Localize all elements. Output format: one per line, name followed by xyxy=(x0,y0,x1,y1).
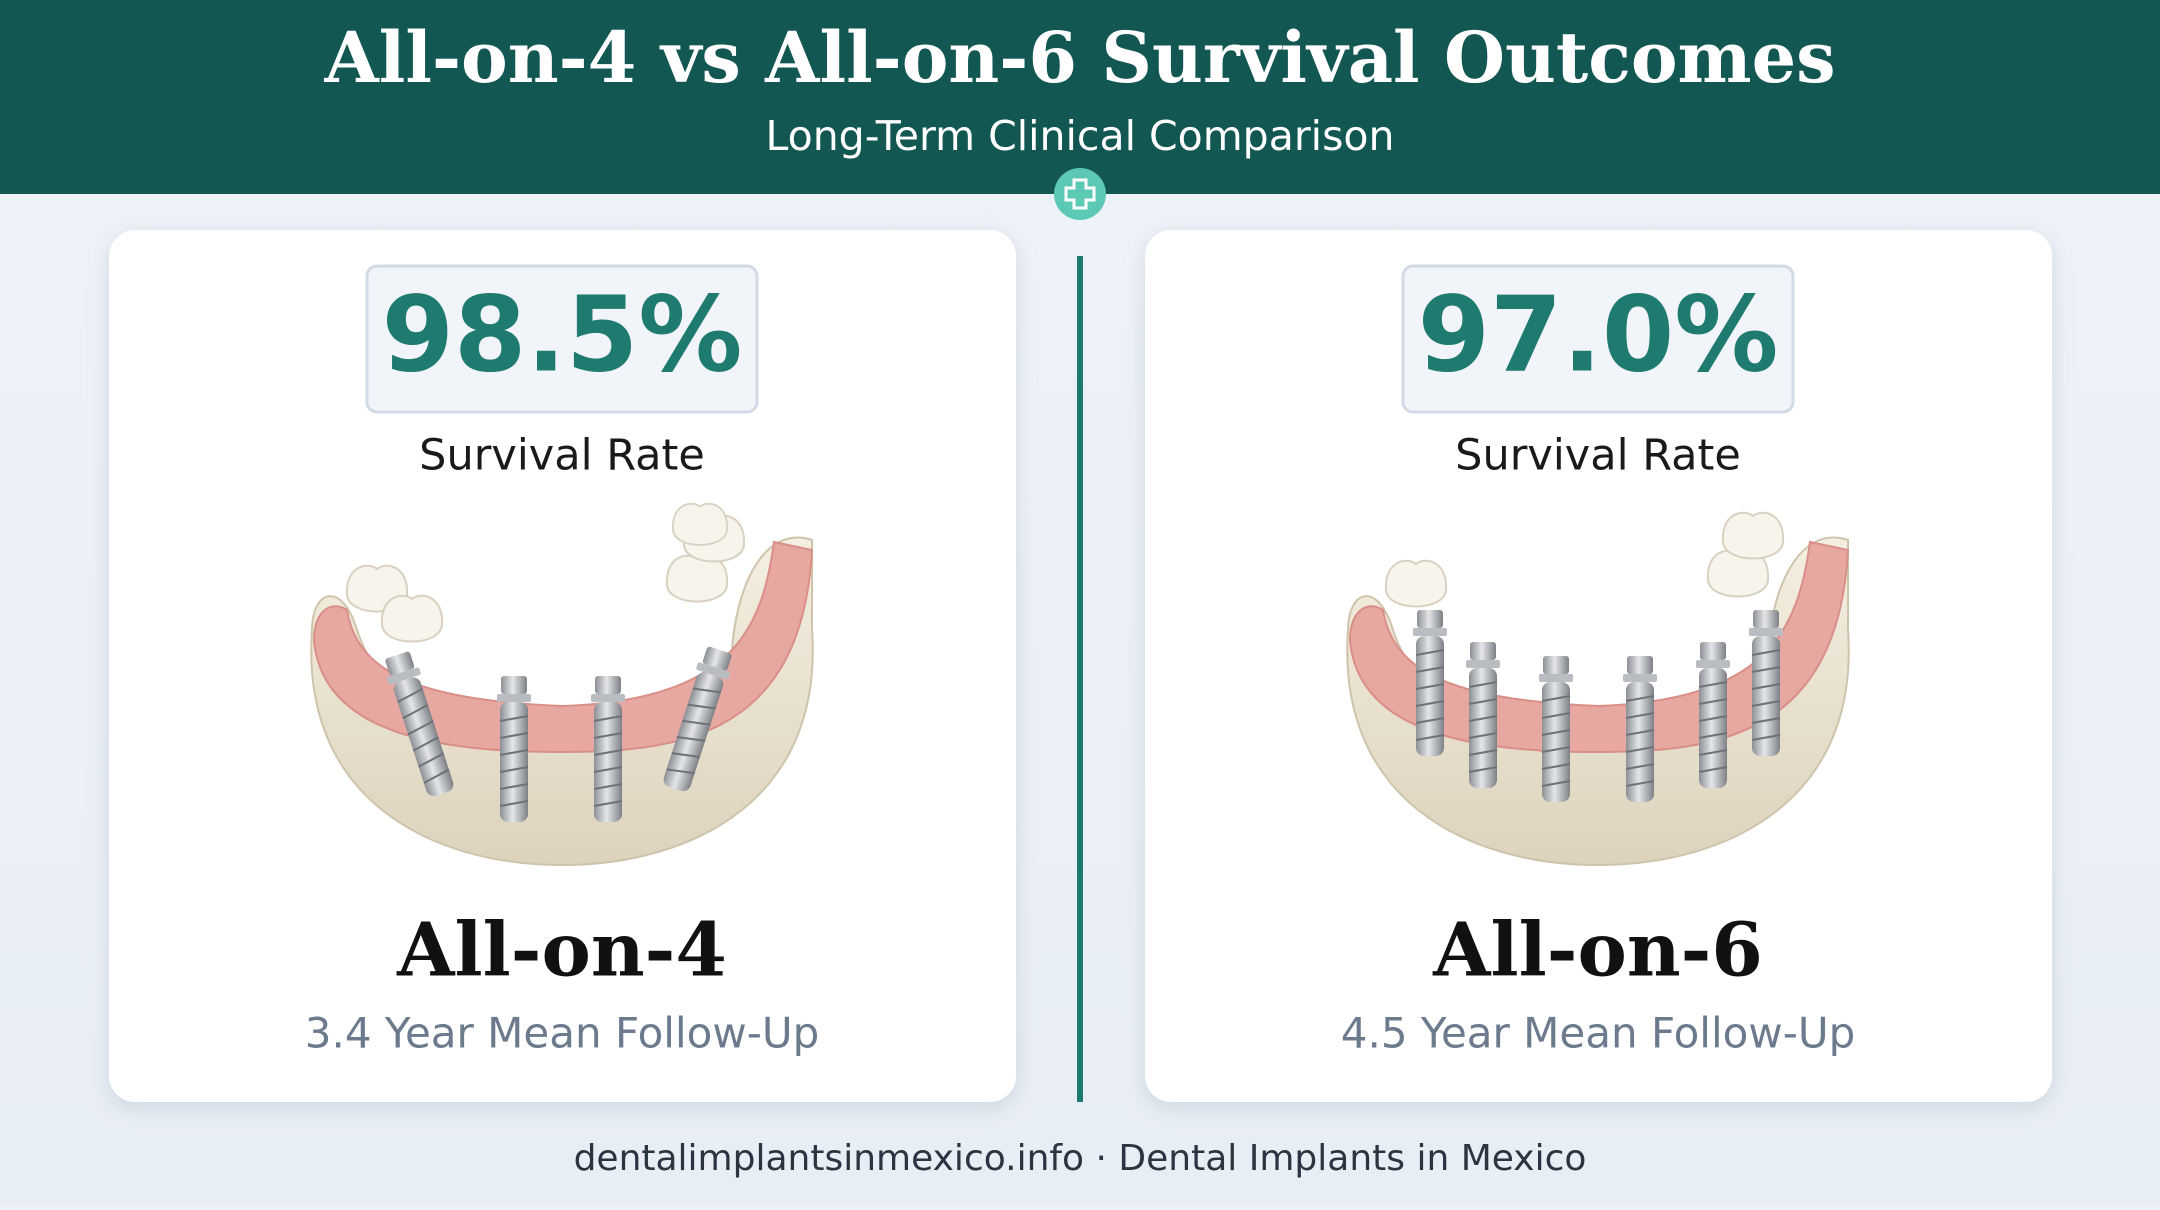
card-panel xyxy=(109,230,1016,1102)
footer: dentalimplantsinmexico.info · Dental Imp… xyxy=(574,1138,1587,1179)
rate-box xyxy=(365,264,759,414)
header-bar xyxy=(0,0,2160,194)
subtitle: Long-Term Clinical Comparison xyxy=(765,112,1394,160)
card: 98.5% Survival Rate All-on-4 3.4 Year Me… xyxy=(109,230,1016,1102)
card-panel xyxy=(1145,230,2052,1102)
rate-label: Survival Rate xyxy=(1455,431,1741,481)
option-name: All-on-4 xyxy=(396,908,727,994)
header-badge xyxy=(1054,168,1106,220)
follow-up: 3.4 Year Mean Follow-Up xyxy=(305,1009,820,1058)
title: All-on-4 vs All-on-6 Survival Outcomes xyxy=(323,16,1835,99)
rate: 98.5% xyxy=(382,273,743,395)
card: 97.0% Survival Rate All-on-6 4.5 Year Me… xyxy=(1145,230,2052,1102)
option-name: All-on-6 xyxy=(1432,908,1763,994)
rate-box xyxy=(1401,264,1795,414)
follow-up: 4.5 Year Mean Follow-Up xyxy=(1341,1009,1856,1058)
rate-label: Survival Rate xyxy=(419,431,705,481)
rate: 97.0% xyxy=(1418,273,1779,395)
